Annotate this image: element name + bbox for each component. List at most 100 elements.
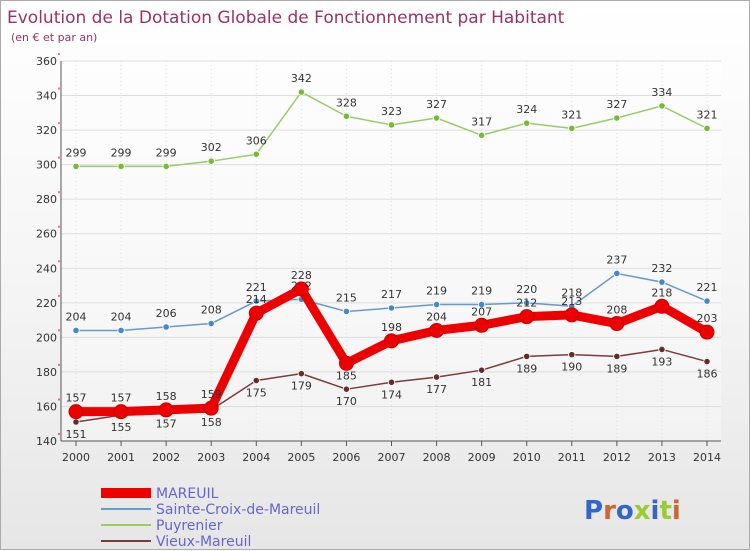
data-label: 155 bbox=[111, 421, 132, 434]
data-label: 327 bbox=[606, 98, 627, 111]
series-mareuil: 157 157 158 159 214 228 185 198 204 207 212 213 208 2… bbox=[66, 269, 718, 420]
data-point bbox=[658, 278, 666, 286]
data-label: 158 bbox=[156, 390, 177, 403]
y-tick-label: 180 bbox=[36, 366, 57, 379]
data-label: 207 bbox=[471, 305, 492, 318]
data-point bbox=[162, 162, 170, 170]
data-point bbox=[252, 297, 260, 305]
data-label: 181 bbox=[471, 376, 492, 389]
data-point bbox=[207, 319, 215, 328]
data-label: 219 bbox=[426, 285, 447, 298]
data-point bbox=[117, 162, 125, 170]
y-tick-label: 200 bbox=[36, 331, 57, 344]
x-tick-label: 2007 bbox=[378, 451, 406, 464]
data-label: 299 bbox=[111, 146, 132, 159]
data-label: 214 bbox=[246, 293, 267, 306]
data-label: 306 bbox=[246, 134, 267, 147]
data-point bbox=[609, 316, 625, 332]
data-point bbox=[613, 269, 621, 278]
data-point bbox=[474, 317, 490, 333]
x-tick-label: 2006 bbox=[332, 451, 360, 464]
data-point bbox=[252, 150, 260, 158]
x-tick-label: 2009 bbox=[468, 451, 496, 464]
x-tick-label: 2000 bbox=[62, 451, 90, 464]
data-label: 218 bbox=[561, 286, 582, 299]
data-label: 204 bbox=[111, 310, 132, 323]
y-tick-label: 280 bbox=[36, 193, 57, 206]
x-tick-label: 2004 bbox=[242, 451, 270, 464]
data-point bbox=[68, 404, 84, 420]
data-point bbox=[432, 114, 441, 122]
data-point bbox=[297, 88, 305, 96]
data-label: 221 bbox=[246, 281, 267, 294]
data-label: 219 bbox=[471, 285, 492, 298]
data-point bbox=[342, 307, 351, 316]
data-label: 212 bbox=[516, 297, 537, 310]
data-label: 175 bbox=[246, 387, 267, 400]
data-point bbox=[338, 355, 354, 371]
data-point bbox=[158, 402, 174, 418]
logo-text: Proxiti bbox=[584, 496, 681, 526]
data-label: 189 bbox=[606, 362, 627, 375]
data-label: 299 bbox=[156, 146, 177, 159]
data-point bbox=[699, 324, 715, 340]
data-point bbox=[72, 162, 80, 170]
data-point bbox=[387, 378, 396, 386]
data-label: 218 bbox=[651, 286, 672, 299]
data-point bbox=[703, 124, 711, 132]
data-point bbox=[297, 370, 305, 378]
data-point bbox=[658, 345, 666, 354]
data-point bbox=[568, 351, 576, 359]
legend-label: Puyrenier bbox=[156, 518, 223, 534]
y-tick-label: 340 bbox=[36, 90, 57, 103]
data-label: 157 bbox=[111, 392, 132, 405]
x-tick-label: 2005 bbox=[287, 451, 315, 464]
data-point bbox=[162, 323, 170, 331]
data-label: 217 bbox=[381, 288, 402, 301]
data-label: 170 bbox=[336, 395, 357, 408]
data-label: 158 bbox=[201, 416, 222, 429]
data-label: 228 bbox=[291, 269, 312, 282]
data-point bbox=[387, 304, 396, 312]
data-point bbox=[342, 385, 351, 393]
data-point bbox=[117, 326, 125, 335]
data-label: 221 bbox=[697, 281, 718, 294]
data-label: 213 bbox=[561, 295, 582, 308]
x-tick-label: 2013 bbox=[648, 451, 676, 464]
data-point bbox=[564, 307, 580, 323]
data-label: 186 bbox=[697, 368, 718, 381]
data-point bbox=[613, 352, 621, 360]
legend: MAREUILSainte-Croix-de-MareuilPuyrenierV… bbox=[101, 486, 320, 550]
data-label: 189 bbox=[516, 362, 537, 375]
series-group: 299 299 299 302 306 342 328 323 327 317 324 321 327 3… bbox=[66, 72, 718, 441]
data-label: 321 bbox=[561, 108, 582, 121]
data-label: 208 bbox=[606, 304, 627, 317]
data-point bbox=[613, 114, 621, 122]
x-tick-label: 2002 bbox=[152, 451, 180, 464]
data-label: 208 bbox=[201, 304, 222, 317]
data-label: 174 bbox=[381, 388, 402, 401]
y-tick-label: 160 bbox=[36, 400, 57, 413]
legend-label: Sainte-Croix-de-Mareuil bbox=[156, 502, 320, 518]
data-point bbox=[207, 157, 215, 165]
data-label: 179 bbox=[291, 380, 312, 393]
data-point bbox=[384, 333, 399, 349]
data-point bbox=[72, 326, 80, 335]
data-point bbox=[387, 121, 396, 129]
data-label: 323 bbox=[381, 105, 402, 118]
data-label: 193 bbox=[651, 355, 672, 368]
data-label: 177 bbox=[426, 383, 447, 396]
data-point bbox=[293, 281, 309, 297]
y-tick-label: 220 bbox=[36, 297, 57, 310]
chart-title: Evolution de la Dotation Globale de Fonc… bbox=[7, 8, 565, 28]
data-point bbox=[523, 119, 531, 127]
data-label: 157 bbox=[66, 392, 87, 405]
data-label: 342 bbox=[291, 72, 312, 85]
data-point bbox=[478, 300, 486, 309]
data-point bbox=[203, 400, 219, 416]
x-tick-label: 2010 bbox=[513, 451, 541, 464]
chart-subtitle: (en € et par an) bbox=[11, 31, 97, 44]
y-tick-label: 300 bbox=[36, 159, 57, 172]
